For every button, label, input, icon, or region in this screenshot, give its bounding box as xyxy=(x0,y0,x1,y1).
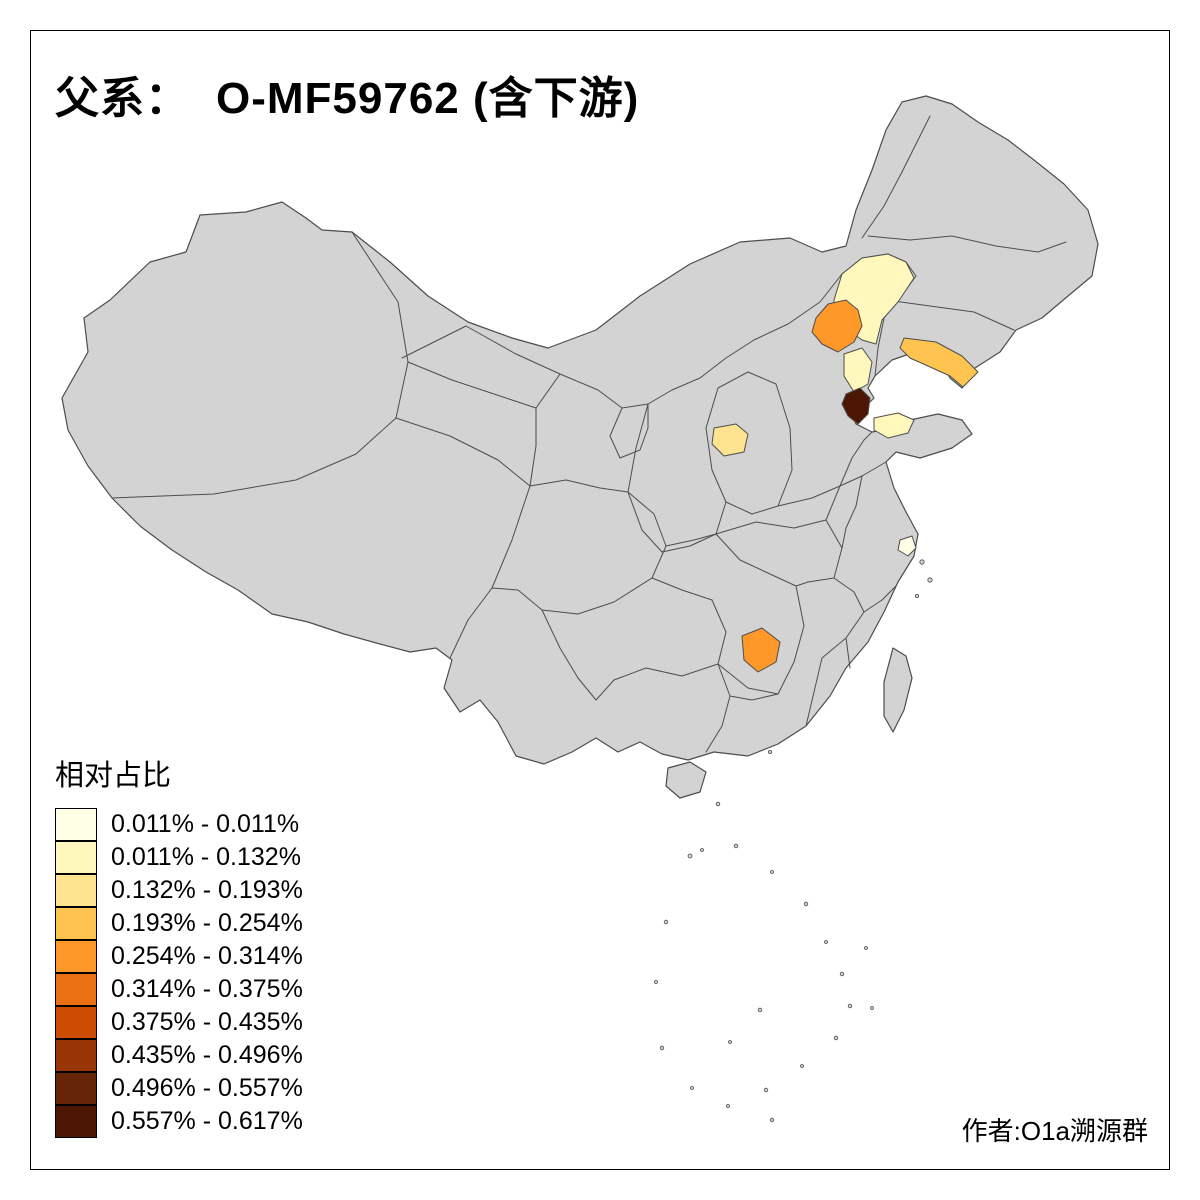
legend-swatch xyxy=(55,973,97,1006)
legend-row: 0.435% - 0.496% xyxy=(55,1039,303,1072)
sea-islets xyxy=(654,559,933,1123)
region-tianjin xyxy=(841,387,871,425)
attribution-text: 作者:O1a溯源群 xyxy=(961,1116,1148,1146)
legend-swatch xyxy=(55,907,97,940)
legend-swatch xyxy=(55,1039,97,1072)
legend-label: 0.375% - 0.435% xyxy=(111,1008,303,1036)
legend-swatch xyxy=(55,874,97,907)
legend-row: 0.557% - 0.617% xyxy=(55,1105,303,1138)
title-prefix: 父系： xyxy=(55,74,190,123)
highlighted-regions xyxy=(711,253,979,673)
region-shandong-north xyxy=(873,412,915,439)
legend-row: 0.496% - 0.557% xyxy=(55,1072,303,1105)
legend: 相对占比 0.011% - 0.011% 0.011% - 0.132% 0.1… xyxy=(55,752,303,1138)
legend-swatch xyxy=(55,841,97,874)
legend-row: 0.011% - 0.132% xyxy=(55,841,303,874)
legend-swatch xyxy=(55,1105,97,1138)
legend-label: 0.314% - 0.375% xyxy=(111,975,303,1003)
region-shanxi-center xyxy=(711,423,749,457)
legend-label: 0.496% - 0.557% xyxy=(111,1074,303,1102)
legend-label: 0.011% - 0.132% xyxy=(111,843,301,871)
legend-title: 相对占比 xyxy=(55,760,172,792)
legend-swatch xyxy=(55,1006,97,1039)
region-hebei-south xyxy=(843,347,873,393)
legend-swatch xyxy=(55,1072,97,1105)
region-shanghai xyxy=(897,535,917,557)
region-hunan-west xyxy=(741,627,781,673)
legend-label: 0.132% - 0.193% xyxy=(111,876,303,904)
legend-row: 0.314% - 0.375% xyxy=(55,973,303,1006)
legend-label: 0.557% - 0.617% xyxy=(111,1107,303,1135)
legend-row: 0.011% - 0.011% xyxy=(55,808,303,841)
region-beijing xyxy=(811,299,863,353)
legend-swatch xyxy=(55,808,97,841)
legend-row: 0.375% - 0.435% xyxy=(55,1006,303,1039)
taiwan-island xyxy=(883,647,913,733)
legend-row: 0.254% - 0.314% xyxy=(55,940,303,973)
hainan-island xyxy=(665,761,707,799)
page-title: 父系： O-MF59762 (含下游) xyxy=(55,62,639,126)
china-mainland xyxy=(61,95,1099,765)
legend-label: 0.193% - 0.254% xyxy=(111,909,303,937)
title-main: O-MF59762 (含下游) xyxy=(216,74,640,123)
region-liaoning-south xyxy=(899,337,979,388)
legend-label: 0.435% - 0.496% xyxy=(111,1041,303,1069)
legend-label: 0.254% - 0.314% xyxy=(111,942,303,970)
legend-row: 0.132% - 0.193% xyxy=(55,874,303,907)
legend-label: 0.011% - 0.011% xyxy=(111,810,300,838)
legend-swatch xyxy=(55,940,97,973)
legend-row: 0.193% - 0.254% xyxy=(55,907,303,940)
